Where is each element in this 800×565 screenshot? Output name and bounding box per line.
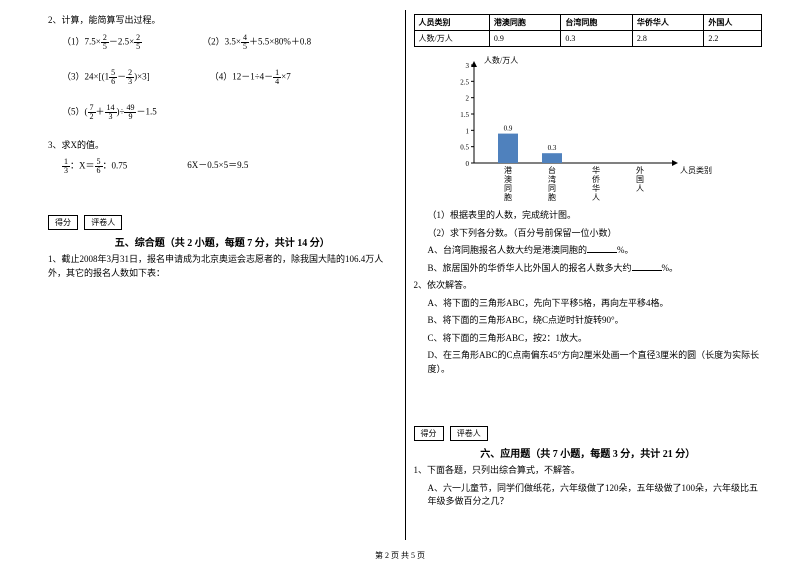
svg-text:国: 国	[636, 175, 644, 184]
score-box-3: 得分	[414, 426, 444, 441]
svg-text:同: 同	[548, 184, 556, 193]
eq7: 6X－0.5×5＝9.5	[187, 158, 248, 175]
th-0: 人员类别	[414, 15, 489, 31]
svg-text:同: 同	[504, 184, 512, 193]
svg-text:0: 0	[465, 160, 469, 168]
svg-text:港: 港	[504, 165, 512, 175]
p3: 1、下面各题，只列出综合算式，不解答。	[414, 464, 763, 478]
p2a: A、将下面的三角形ABC，先向下平移5格，再向左平移4格。	[414, 297, 763, 311]
p2d: D、在三角形ABC的C点南偏东45°方向2厘米处画一个直径3厘米的圆（长度为实际…	[414, 349, 763, 376]
svg-text:0.3: 0.3	[547, 144, 556, 152]
svg-text:1.5: 1.5	[460, 111, 469, 119]
td-0: 0.9	[489, 31, 561, 47]
svg-text:胞: 胞	[548, 192, 556, 202]
section5-title: 五、综合题（共 2 小题，每题 7 分，共计 14 分）	[48, 234, 397, 249]
svg-text:侨: 侨	[592, 174, 600, 184]
eq1: （1）7.5×25－2.5×25	[62, 34, 142, 51]
svg-text:2: 2	[465, 95, 469, 103]
svg-text:澳: 澳	[504, 174, 512, 184]
td-3: 2.2	[704, 31, 762, 47]
th-2: 台湾同胞	[561, 15, 633, 31]
svg-text:0.9: 0.9	[503, 125, 512, 133]
eq3: （3）24×[(156－23)×3]	[62, 69, 150, 86]
p2b: B、将下面的三角形ABC，绕C点逆时针旋转90°。	[414, 314, 763, 328]
q2a-text: A、台湾同胞报名人数大约是港澳同胞的%。	[414, 244, 763, 258]
svg-text:华: 华	[592, 165, 600, 175]
row-label: 人数/万人	[414, 31, 489, 47]
svg-text:华: 华	[592, 183, 600, 193]
score-box-4: 评卷人	[450, 426, 488, 441]
q3-title: 3、求X的值。	[48, 139, 397, 153]
th-1: 港澳同胞	[489, 15, 561, 31]
q1-text: （1）根据表里的人数，完成统计图。	[414, 209, 763, 223]
svg-text:人数/万人: 人数/万人	[484, 55, 518, 65]
eq4: （4）12－1÷4－14×7	[210, 69, 291, 86]
svg-text:人: 人	[592, 193, 600, 202]
p3a: A、六一儿童节，同学们做纸花，六年级做了120朵，五年级做了100朵，六年级比五…	[414, 482, 763, 509]
eq2: （2）3.5×45＋5.5×80%＋0.8	[202, 34, 311, 51]
th-3: 华侨华人	[632, 15, 704, 31]
svg-text:1: 1	[465, 127, 469, 135]
svg-text:胞: 胞	[504, 192, 512, 202]
svg-text:台: 台	[548, 165, 556, 175]
q2-title: 2、计算，能简算写出过程。	[48, 14, 397, 28]
eq6: 13：X＝56：0.75	[62, 158, 127, 175]
svg-text:人员类别: 人员类别	[680, 165, 712, 175]
th-4: 外国人	[704, 15, 762, 31]
data-table: 人员类别 港澳同胞 台湾同胞 华侨华人 外国人 人数/万人 0.9 0.3 2.…	[414, 14, 763, 47]
svg-text:湾: 湾	[548, 174, 556, 184]
svg-text:外: 外	[636, 165, 644, 175]
eq5: （5）(72＋143)÷499－1.5	[62, 104, 157, 121]
svg-text:3: 3	[465, 62, 469, 70]
score-box-2: 评卷人	[84, 215, 122, 230]
q2b-text: B、旅居国外的华侨华人比外国人的报名人数多大约%。	[414, 262, 763, 276]
td-2: 2.8	[632, 31, 704, 47]
svg-text:2.5: 2.5	[460, 78, 469, 86]
q2-text: （2）求下列各分数。（百分号前保留一位小数）	[414, 227, 763, 241]
section6-title: 六、应用题（共 7 小题，每题 3 分，共计 21 分）	[414, 445, 763, 460]
p2c: C、将下面的三角形ABC，按2：1放大。	[414, 332, 763, 346]
bar-chart: 人数/万人00.511.522.530.9港澳同胞0.3台湾同胞华侨华人外国人人…	[444, 53, 724, 203]
page-footer: 第 2 页 共 5 页	[0, 550, 800, 561]
svg-text:人: 人	[636, 184, 644, 193]
score-box-1: 得分	[48, 215, 78, 230]
p2-title: 2、依次解答。	[414, 279, 763, 293]
p1-text: 1、截止2008年3月31日，报名申请成为北京奥运会志愿者的，除我国大陆的106…	[48, 253, 397, 280]
svg-text:0.5: 0.5	[460, 144, 469, 152]
td-1: 0.3	[561, 31, 633, 47]
